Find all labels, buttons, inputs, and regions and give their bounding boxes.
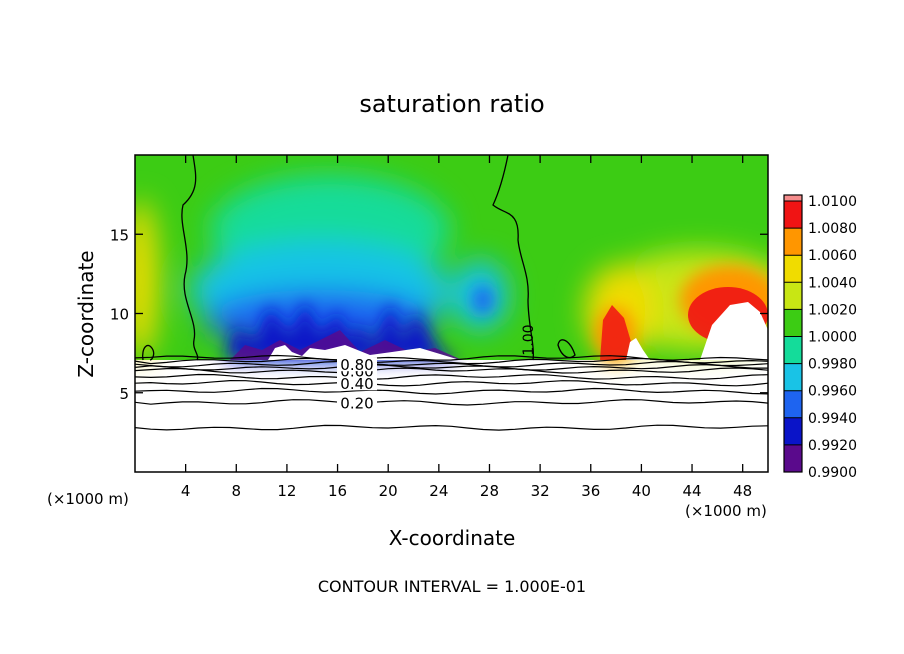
x-axis-unit-left: (×1000 m) [47,490,129,508]
contour-label-group: 0.200.400.600.80 [337,356,377,412]
contour-interval-footer: CONTOUR INTERVAL = 1.000E-01 [318,577,586,596]
x-tick-label: 4 [181,482,191,500]
colorbar-label: 0.9900 [808,465,857,481]
colorbar-label: 0.9920 [808,438,857,454]
colorbar-swatch [784,201,802,229]
chart-title: saturation ratio [359,90,544,118]
contour-line-4 [135,373,768,380]
colorbar-label: 1.0060 [808,248,857,264]
colorbar-swatch-top [784,195,802,201]
colorbar-swatch [784,417,802,445]
colorbar-swatch [784,444,802,472]
x-tick-label: 40 [632,482,651,500]
colorbar-swatch [784,309,802,337]
contour-line-5 [135,367,768,374]
contour-label-bg [337,395,377,410]
x-tick-label: 8 [232,482,242,500]
colorbar-swatch [784,255,802,283]
colorbar-swatch [784,390,802,418]
contour-lines [142,155,576,361]
contour-line-1 [135,398,768,406]
contour-100-island-left [142,344,155,361]
contour-line-9 [135,354,768,361]
blob-blue-28 [473,286,493,314]
colorbar-label: 1.0020 [808,302,857,318]
contour-line-7 [135,360,768,368]
contour-label-bg [337,357,377,372]
x-tick-label: 20 [379,482,398,500]
colorbar-label: 0.9980 [808,357,857,373]
x-tick-label: 44 [682,482,701,500]
x-tick-label: 36 [581,482,600,500]
x-tick-label: 16 [328,482,347,500]
lower-contour-group [135,354,768,431]
colorbar-label: 1.0100 [808,194,857,210]
colorbar-swatch [784,228,802,256]
x-tick-label: 12 [277,482,296,500]
contour-100-right [492,155,535,361]
contour-label: 0.20 [340,394,373,412]
colorbar-label: 1.0040 [808,275,857,291]
y-axis: 5 10 15 [110,226,768,403]
colorbar-swatch [784,363,802,391]
plot-area [135,155,768,472]
colorbar-swatch [784,282,802,310]
contour-label-bg [337,376,377,391]
colorbar-label: 1.0000 [808,330,857,346]
contour-line-6 [135,363,768,371]
cloud-white-mid [268,345,460,360]
x-tick-label: 32 [531,482,550,500]
contour-label: 0.40 [340,375,373,393]
colorbar-label: 0.9960 [808,384,857,400]
contour-line-0 [135,424,768,431]
supersat-white-right [700,302,768,360]
x-tick-label: 48 [733,482,752,500]
contour-label-100: 1.00 [521,324,537,355]
supersat-white-38 [626,338,650,360]
y-tick-label: 5 [119,385,129,403]
y-tick-label: 10 [110,306,129,324]
saturation-field [135,155,768,363]
x-tick-label: 24 [429,482,448,500]
contour-line-2 [135,387,768,395]
x-axis-unit-right: (×1000 m) [685,502,767,520]
contour-label: 0.80 [340,356,373,374]
colorbar-swatch [784,336,802,364]
colorbar-label: 1.0080 [808,221,857,237]
blob-left-yellow [135,200,158,360]
x-tick-label: 28 [480,482,499,500]
x-axis: 4 8 12 16 20 24 28 32 36 40 44 48 [181,155,752,500]
contour-100-left [181,155,199,361]
colorbar-label: 0.9940 [808,411,857,427]
y-tick-label: 15 [110,226,129,244]
colorbar: 0.9900 0.9920 0.9940 0.9960 0.9980 1.0000 1.00… [783,194,857,481]
contour-line-3 [135,379,768,387]
y-axis-label: Z-coordinate [74,250,98,377]
x-axis-label: X-coordinate [389,526,516,550]
contour-100-island-right [557,339,576,359]
